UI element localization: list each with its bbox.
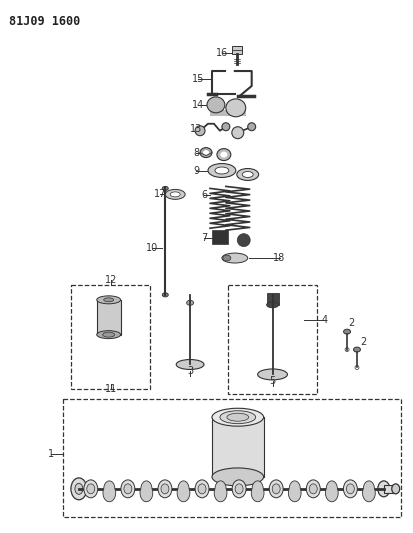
Ellipse shape (223, 255, 231, 261)
Ellipse shape (344, 329, 351, 334)
Text: 16: 16 (216, 48, 228, 58)
Text: 5: 5 (269, 376, 276, 386)
Ellipse shape (222, 123, 230, 131)
Text: 8: 8 (193, 148, 199, 158)
Ellipse shape (200, 148, 212, 158)
Ellipse shape (347, 484, 354, 494)
Ellipse shape (207, 97, 225, 113)
Ellipse shape (258, 369, 287, 380)
Ellipse shape (165, 189, 185, 199)
Polygon shape (325, 481, 338, 502)
Ellipse shape (203, 150, 209, 155)
Ellipse shape (104, 298, 114, 302)
Ellipse shape (343, 480, 357, 498)
Ellipse shape (235, 484, 243, 494)
Ellipse shape (232, 127, 244, 139)
Bar (228, 285, 317, 394)
Ellipse shape (84, 480, 98, 498)
Ellipse shape (170, 192, 180, 197)
Ellipse shape (87, 484, 95, 494)
Ellipse shape (162, 293, 168, 297)
Bar (232, 46, 242, 54)
Text: 2: 2 (348, 318, 354, 328)
Bar (97, 300, 121, 335)
Ellipse shape (232, 480, 246, 498)
Text: 14: 14 (192, 100, 204, 110)
Text: 6: 6 (201, 190, 207, 200)
Ellipse shape (212, 408, 263, 426)
Ellipse shape (187, 300, 194, 305)
Bar (63, 399, 401, 516)
Text: 2: 2 (360, 337, 366, 346)
Text: 3: 3 (187, 367, 193, 376)
Text: 81J09 1600: 81J09 1600 (9, 15, 81, 28)
Ellipse shape (162, 187, 168, 190)
Ellipse shape (355, 366, 359, 369)
Ellipse shape (161, 484, 169, 494)
Polygon shape (103, 481, 116, 502)
Ellipse shape (272, 484, 280, 494)
Ellipse shape (215, 167, 229, 174)
Ellipse shape (226, 99, 246, 117)
Ellipse shape (212, 468, 263, 486)
Text: 15: 15 (192, 74, 204, 84)
Ellipse shape (237, 233, 250, 247)
Bar (71, 285, 150, 389)
Text: 9: 9 (193, 166, 199, 175)
Text: 10: 10 (146, 243, 159, 253)
Ellipse shape (97, 296, 121, 304)
Ellipse shape (195, 126, 205, 136)
Ellipse shape (220, 411, 256, 424)
Polygon shape (363, 481, 375, 502)
Polygon shape (177, 481, 190, 502)
Text: 7: 7 (201, 233, 207, 243)
Ellipse shape (248, 123, 256, 131)
Text: 17: 17 (154, 189, 166, 199)
Ellipse shape (269, 480, 283, 498)
Ellipse shape (198, 484, 206, 494)
Text: 13: 13 (190, 124, 202, 134)
Ellipse shape (217, 149, 231, 160)
Ellipse shape (345, 348, 349, 352)
Ellipse shape (103, 332, 115, 337)
Ellipse shape (309, 484, 317, 494)
Ellipse shape (267, 302, 278, 308)
Text: 11: 11 (104, 384, 117, 394)
Ellipse shape (392, 484, 400, 494)
Text: 12: 12 (104, 275, 117, 285)
Bar (210, 110, 246, 116)
Text: 18: 18 (273, 253, 286, 263)
Ellipse shape (221, 151, 228, 158)
Text: 1: 1 (48, 449, 54, 459)
Bar (212, 230, 228, 244)
Polygon shape (251, 481, 264, 502)
Ellipse shape (75, 483, 83, 494)
Ellipse shape (71, 478, 87, 500)
Ellipse shape (195, 480, 209, 498)
Polygon shape (288, 481, 301, 502)
Ellipse shape (176, 360, 204, 369)
Ellipse shape (208, 164, 236, 177)
Bar (384, 485, 396, 493)
Ellipse shape (354, 347, 361, 352)
Ellipse shape (121, 480, 135, 498)
Ellipse shape (242, 172, 253, 177)
Ellipse shape (306, 480, 320, 498)
Ellipse shape (378, 481, 390, 497)
Ellipse shape (237, 168, 259, 181)
Bar (212, 417, 263, 477)
Ellipse shape (124, 484, 132, 494)
Polygon shape (140, 481, 153, 502)
Ellipse shape (158, 480, 172, 498)
Ellipse shape (227, 413, 249, 421)
Ellipse shape (97, 330, 121, 338)
Text: 4: 4 (321, 314, 327, 325)
Bar (267, 293, 278, 305)
Ellipse shape (222, 253, 248, 263)
Polygon shape (214, 481, 227, 502)
